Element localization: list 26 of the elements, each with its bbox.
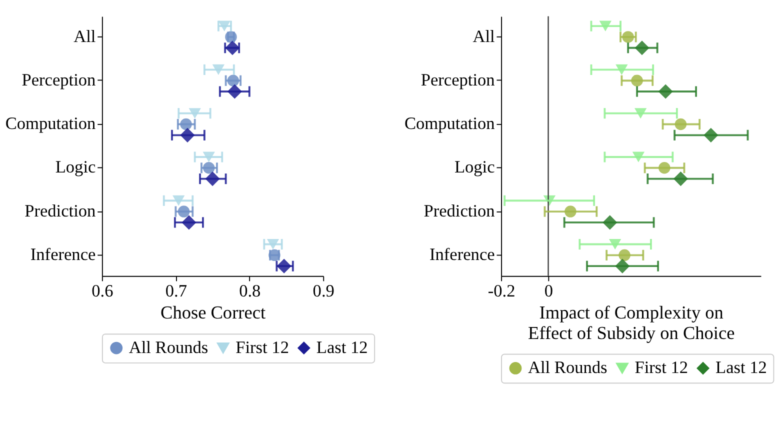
x-tick-label: 0.8 [239, 282, 261, 301]
y-tick-label: Perception [420, 70, 496, 90]
legend-label: First 12 [236, 338, 289, 357]
legend-label: Last 12 [716, 358, 767, 378]
x-tick-label: 0 [544, 282, 554, 301]
legend-label: Last 12 [316, 338, 368, 357]
y-tick-label: Inference [430, 244, 496, 264]
x-tick-label: 0.6 [92, 282, 114, 301]
y-tick-label: Computation [5, 114, 96, 134]
legend-label: First 12 [634, 358, 688, 378]
y-tick-label: Logic [55, 158, 96, 177]
y-tick-label: Prediction [424, 201, 496, 220]
y-tick-label: Prediction [24, 201, 96, 220]
x-tick-label: 0.7 [165, 282, 188, 301]
x-tick-label: 0.9 [312, 282, 334, 301]
y-tick-label: Inference [30, 244, 96, 264]
y-tick-label: All [74, 26, 96, 46]
x-axis-title: Chose Correct [160, 302, 266, 323]
x-axis-title: Impact of Complexity on Effect of Subsidy on Choice [528, 302, 735, 343]
legend-label: All Rounds [128, 338, 208, 357]
y-tick-label: Computation [404, 114, 496, 134]
y-tick-label: Perception [22, 70, 96, 90]
y-tick-label: All [472, 26, 495, 46]
y-tick-label: Logic [454, 158, 496, 177]
legend-label: All Rounds [528, 358, 608, 378]
x-tick-label: -0.2 [488, 282, 516, 301]
